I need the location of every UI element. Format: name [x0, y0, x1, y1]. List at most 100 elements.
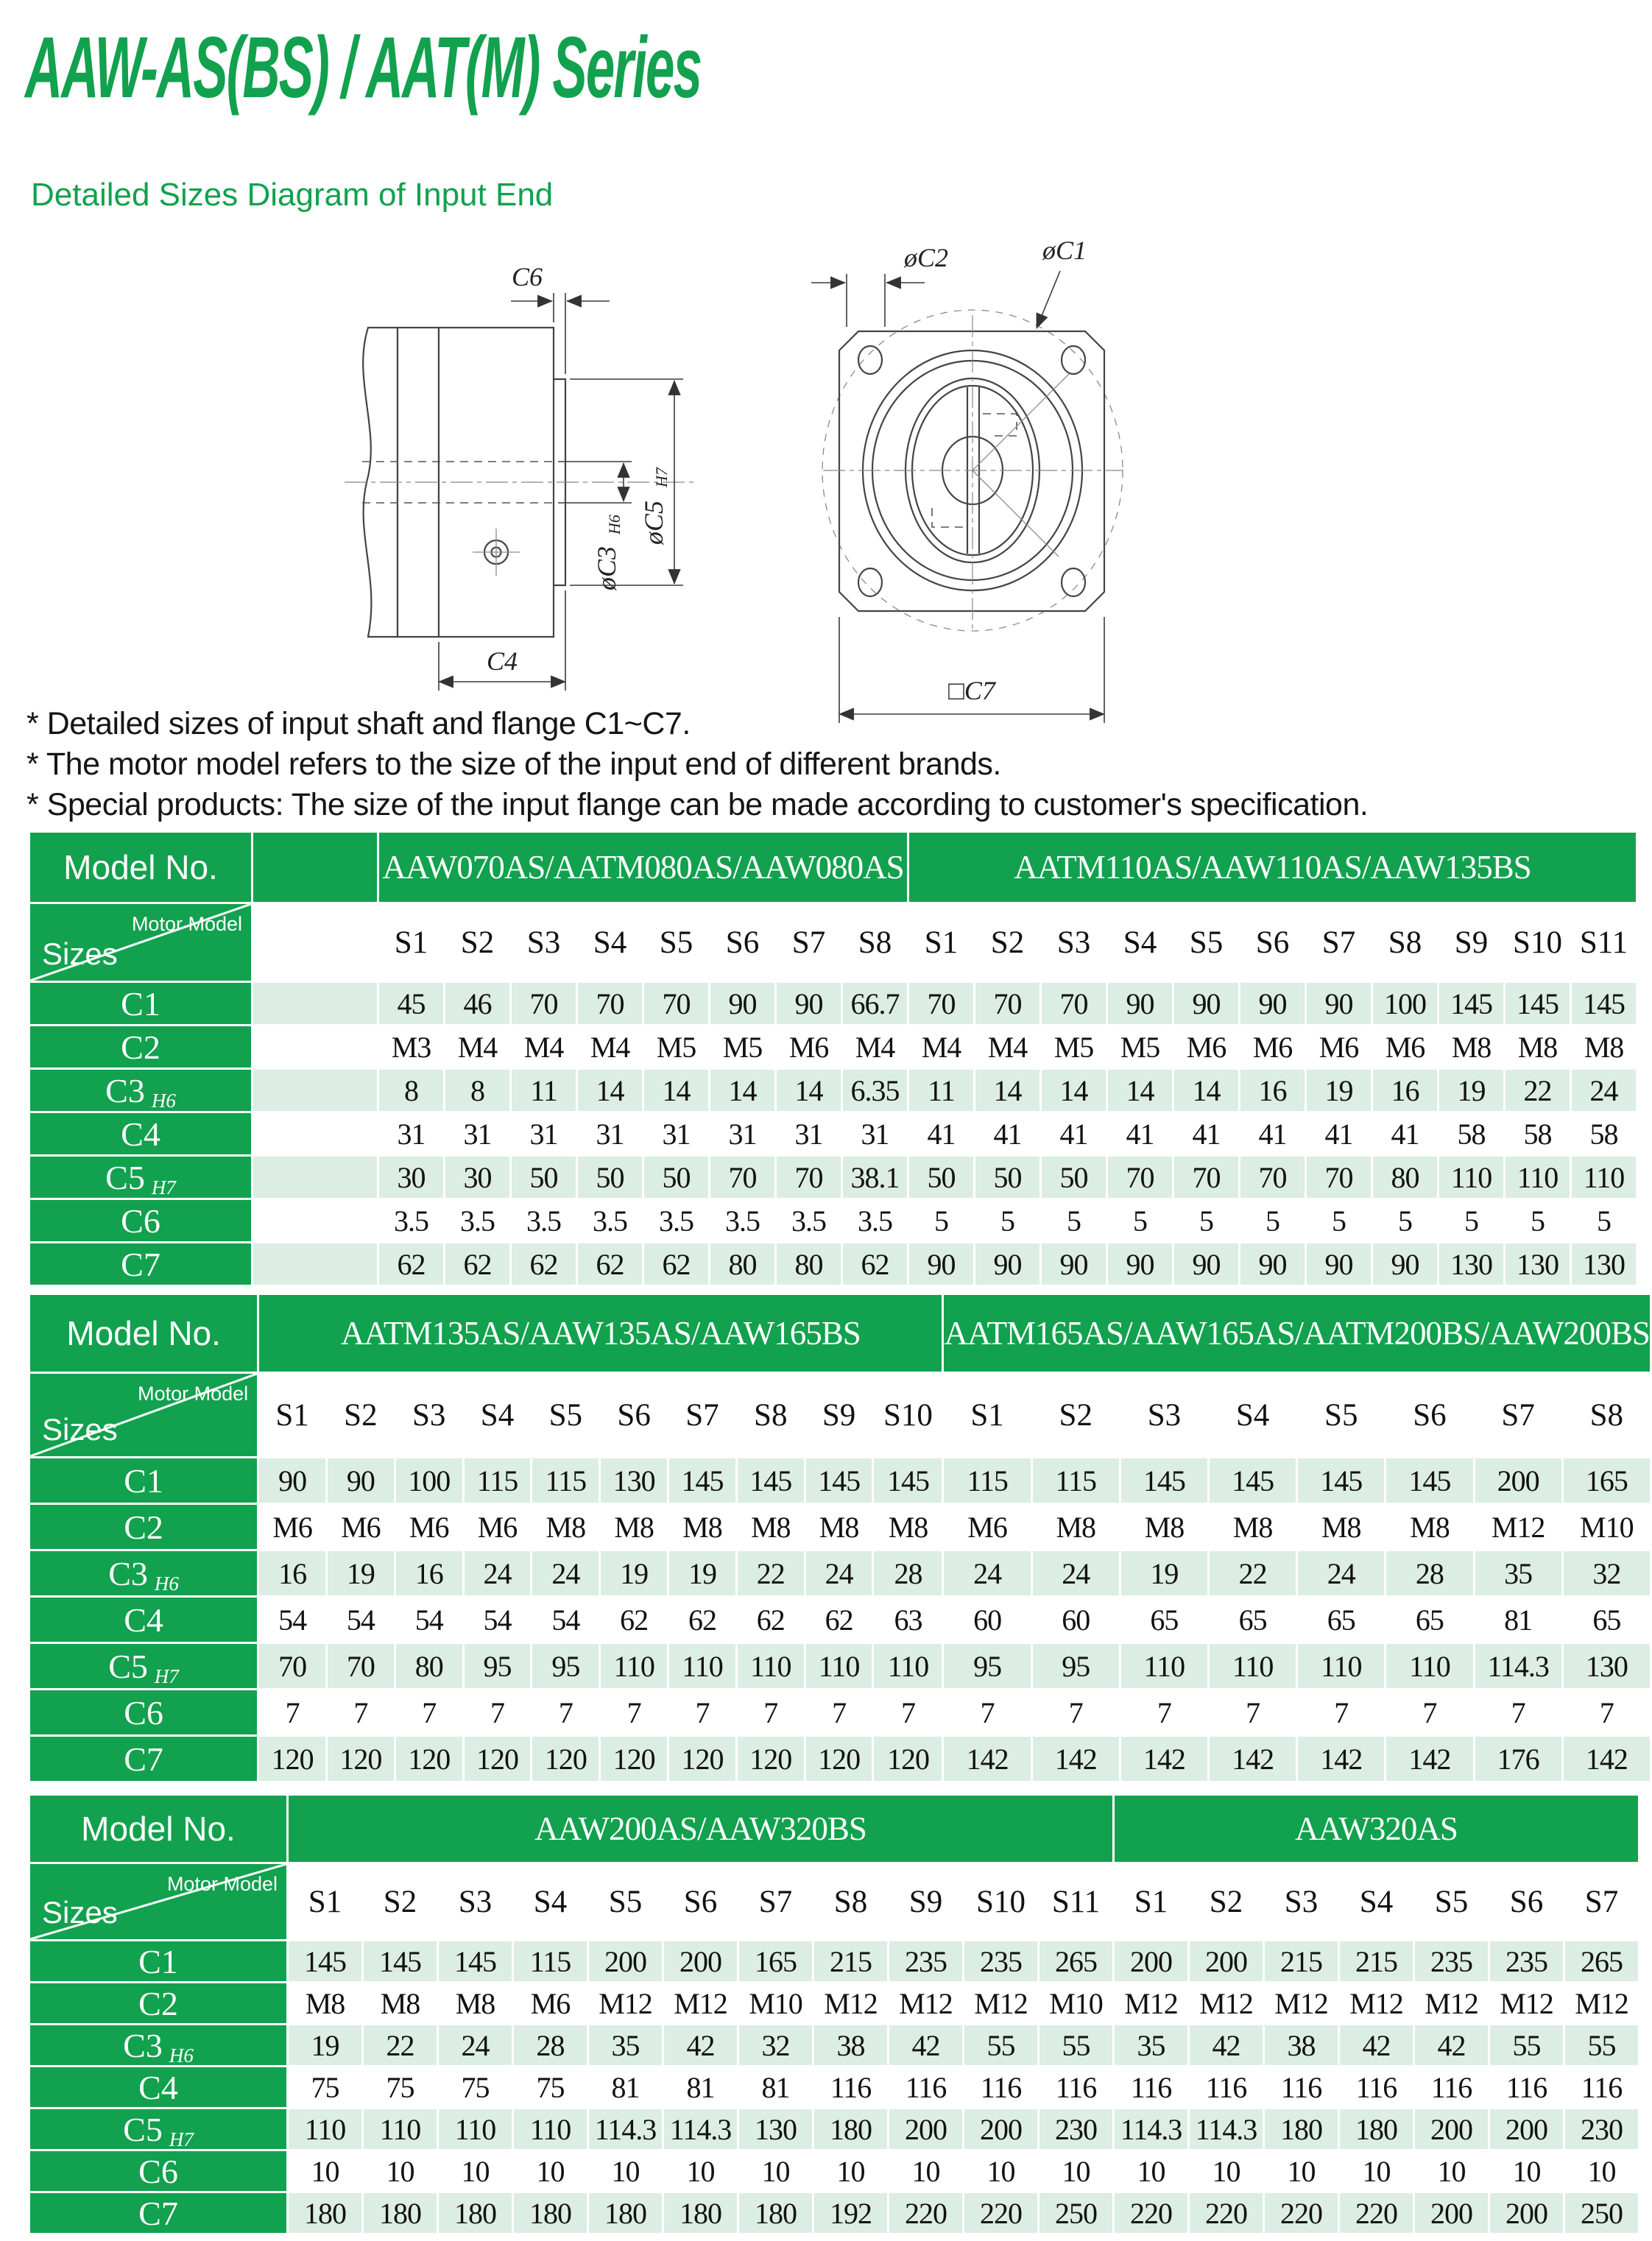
model-group-header: AATM110AS/AAW110AS/AAW135BS — [909, 833, 1636, 902]
data-cell: 5 — [1307, 1200, 1371, 1241]
table-row: C7 120 120 120 120 120 120 120 120 120 120 142 142 14… — [30, 1737, 1650, 1781]
motor-size-column-header: S9 — [1439, 904, 1503, 981]
data-cell: 100 — [1373, 983, 1437, 1024]
data-cell: 70 — [512, 983, 576, 1024]
data-cell: 62 — [805, 1598, 872, 1642]
sizes-label: Sizes — [42, 1895, 118, 1930]
data-cell: M8 — [289, 1983, 361, 2023]
data-cell: M8 — [1298, 1505, 1385, 1549]
data-cell: 116 — [1490, 2067, 1563, 2107]
motor-size-column-header: S6 — [1386, 1374, 1473, 1456]
data-cell: 90 — [1240, 983, 1305, 1024]
data-cell: 110 — [1298, 1644, 1385, 1688]
data-cell: 180 — [1265, 2109, 1338, 2149]
data-cell: 45 — [379, 983, 443, 1024]
model-group-header: AATM135AS/AAW135AS/AAW165BS — [259, 1295, 942, 1372]
row-header: C2 — [30, 1983, 286, 2023]
data-cell: 116 — [1265, 2067, 1338, 2107]
data-cell: 24 — [464, 1551, 531, 1595]
data-cell: 110 — [737, 1644, 804, 1688]
spacer-cell — [253, 1070, 377, 1111]
data-cell: 180 — [439, 2193, 512, 2233]
motor-size-column-header: S3 — [1042, 904, 1106, 981]
data-cell: 3.5 — [445, 1200, 509, 1241]
data-cell: 62 — [512, 1243, 576, 1285]
motor-size-column-header: S2 — [364, 1864, 437, 1939]
data-cell: 65 — [1120, 1598, 1207, 1642]
data-cell: 165 — [739, 1941, 812, 1981]
row-header: C6 — [30, 1690, 258, 1734]
data-cell: 41 — [975, 1113, 1039, 1154]
table-row: C5 H7 70 70 80 95 95 110 110 110 110 110 95 95 110 110 1… — [30, 1644, 1650, 1688]
row-header: C6 — [30, 1200, 251, 1241]
data-cell: M8 — [439, 1983, 512, 2023]
data-cell: 116 — [1415, 2067, 1488, 2107]
data-cell: M5 — [710, 1026, 774, 1067]
data-cell: 22 — [1505, 1070, 1570, 1111]
data-cell: 24 — [805, 1551, 872, 1595]
data-cell: 19 — [1439, 1070, 1503, 1111]
data-cell: 200 — [1490, 2109, 1563, 2149]
motor-size-column-header: S1 — [259, 1374, 325, 1456]
data-cell: 90 — [327, 1458, 394, 1503]
data-cell: 90 — [259, 1458, 325, 1503]
data-cell: 16 — [1240, 1070, 1305, 1111]
data-cell: 120 — [259, 1737, 325, 1781]
data-cell: 110 — [669, 1644, 735, 1688]
data-cell: 3.5 — [777, 1200, 841, 1241]
data-cell: 65 — [1563, 1598, 1650, 1642]
data-cell: 200 — [1415, 2193, 1488, 2233]
motor-size-column-header: S7 — [1307, 904, 1371, 981]
data-cell: 90 — [1108, 983, 1172, 1024]
data-cell: 42 — [889, 2025, 962, 2065]
data-cell: 75 — [439, 2067, 512, 2107]
data-cell: 35 — [1115, 2025, 1187, 2065]
data-cell: 7 — [1032, 1690, 1119, 1734]
data-cell: 10 — [1415, 2151, 1488, 2191]
motor-size-column-header: S5 — [644, 904, 708, 981]
data-cell: 35 — [1475, 1551, 1561, 1595]
motor-model-label: Motor Model — [138, 1383, 249, 1405]
data-cell: M6 — [777, 1026, 841, 1067]
data-cell: 24 — [1298, 1551, 1385, 1595]
data-cell: 3.5 — [644, 1200, 708, 1241]
data-cell: 180 — [289, 2193, 361, 2233]
data-cell: 116 — [1565, 2067, 1638, 2107]
data-cell: 55 — [964, 2025, 1037, 2065]
data-cell: 55 — [1490, 2025, 1563, 2065]
data-cell: 145 — [1298, 1458, 1385, 1503]
data-cell: 235 — [1415, 1941, 1488, 1981]
c4-dimension-label: C4 — [487, 646, 518, 676]
data-cell: 114.3 — [1115, 2109, 1187, 2149]
motor-size-column-header: S3 — [1265, 1864, 1338, 1939]
data-cell: 235 — [889, 1941, 962, 1981]
motor-size-column-header: S2 — [1190, 1864, 1263, 1939]
motor-size-column-header: S1 — [289, 1864, 361, 1939]
data-cell: 41 — [1108, 1113, 1172, 1154]
data-cell: 14 — [777, 1070, 841, 1111]
data-cell: 145 — [669, 1458, 735, 1503]
data-cell: 16 — [1373, 1070, 1437, 1111]
data-cell: 200 — [1475, 1458, 1561, 1503]
data-cell: 81 — [589, 2067, 662, 2107]
data-cell: 180 — [364, 2193, 437, 2233]
data-cell: 110 — [1439, 1157, 1503, 1198]
data-cell: 42 — [1340, 2025, 1413, 2065]
data-cell: 19 — [601, 1551, 668, 1595]
data-cell: 116 — [814, 2067, 887, 2107]
tolerance-label: H7 — [169, 2128, 194, 2150]
data-cell: 75 — [514, 2067, 587, 2107]
data-cell: 28 — [874, 1551, 942, 1595]
data-cell: 200 — [1490, 2193, 1563, 2233]
table-row: C2 M6 M6 M6 M6 M8 M8 M8 M8 M8 M8 M6 M8 M8 M8 M8 M8 M12 M10 — [30, 1505, 1650, 1549]
data-cell: M8 — [1210, 1505, 1296, 1549]
row-header: C6 — [30, 2151, 286, 2191]
data-cell: 220 — [1115, 2193, 1187, 2233]
data-cell: 145 — [1210, 1458, 1296, 1503]
motor-size-column-header: S4 — [578, 904, 642, 981]
row-header: C4 — [30, 2067, 286, 2107]
data-cell: 10 — [1490, 2151, 1563, 2191]
data-cell: 200 — [964, 2109, 1037, 2149]
data-cell: 8 — [445, 1070, 509, 1111]
data-cell: 62 — [644, 1243, 708, 1285]
